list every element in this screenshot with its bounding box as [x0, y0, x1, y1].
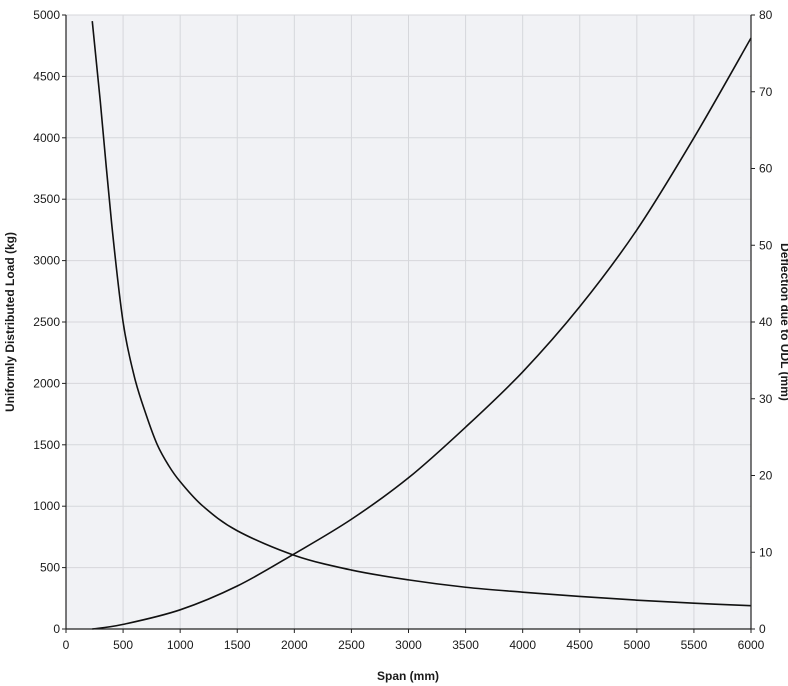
y-right-tick-label: 0: [759, 622, 766, 636]
y-right-axis-title: Deflection due to UDL (mm): [778, 243, 788, 401]
y-right-tick-label: 70: [759, 85, 773, 99]
x-tick-label: 3500: [452, 638, 479, 652]
y-left-tick-label: 1500: [33, 438, 60, 452]
ticks: 0 500 1000 1500 2000 2500 3000 3500 4000 4500 5000…: [33, 8, 772, 652]
x-tick-label: 500: [113, 638, 133, 652]
y-left-tick-label: 5000: [33, 8, 60, 22]
y-left-tick-label: 2000: [33, 376, 60, 390]
y-right-tick-label: 20: [759, 469, 773, 483]
y-left-tick-label: 4500: [33, 69, 60, 83]
x-tick-label: 2000: [281, 638, 308, 652]
y-right-tick-label: 40: [759, 315, 773, 329]
x-tick-label: 1000: [167, 638, 194, 652]
y-left-tick-label: 500: [40, 561, 60, 575]
x-tick-label: 1500: [224, 638, 251, 652]
x-tick-label: 5500: [681, 638, 708, 652]
y-left-tick-label: 2500: [33, 315, 60, 329]
x-axis-title: Span (mm): [377, 669, 439, 683]
y-right-tick-label: 10: [759, 545, 773, 559]
y-right-tick-label: 50: [759, 238, 773, 252]
y-right-tick-label: 80: [759, 8, 773, 22]
y-left-tick-label: 0: [53, 622, 60, 636]
y-left-tick-label: 4000: [33, 131, 60, 145]
series-group: [91, 21, 752, 630]
x-tick-label: 4000: [509, 638, 536, 652]
y-left-tick-label: 1000: [33, 499, 60, 513]
x-tick-label: 3000: [395, 638, 422, 652]
x-tick-label: 4500: [566, 638, 593, 652]
x-tick-label: 2500: [338, 638, 365, 652]
y-left-axis-title: Uniformly Distributed Load (kg): [3, 232, 17, 412]
x-tick-label: 6000: [738, 638, 765, 652]
y-right-tick-label: 60: [759, 162, 773, 176]
y-right-tick-label: 30: [759, 392, 773, 406]
deflection-series-line: [92, 37, 752, 630]
y-left-tick-label: 3000: [33, 254, 60, 268]
x-tick-label: 5000: [623, 638, 650, 652]
load-series-line: [91, 21, 752, 607]
x-tick-label: 0: [63, 638, 70, 652]
grid: [65, 14, 752, 630]
y-left-tick-label: 3500: [33, 192, 60, 206]
